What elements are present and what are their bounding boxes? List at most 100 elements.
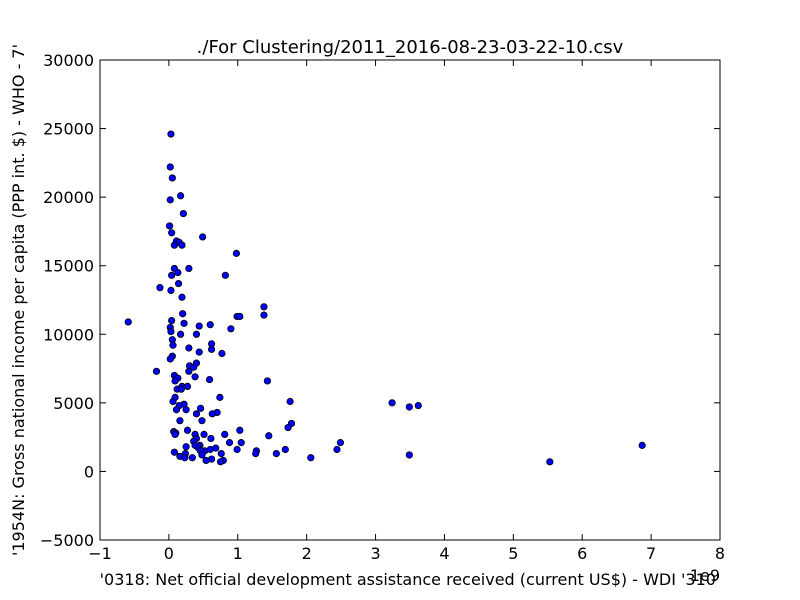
data-point	[227, 325, 235, 333]
x-tick-label: −1	[88, 544, 112, 563]
data-point	[177, 385, 185, 393]
data-point	[185, 344, 193, 352]
data-point	[188, 454, 196, 462]
data-point	[174, 268, 182, 277]
data-point	[192, 330, 201, 338]
data-point	[179, 310, 187, 318]
plot-frame	[99, 59, 721, 541]
data-point	[190, 363, 198, 371]
y-tick-label: 30000	[43, 51, 94, 70]
data-point	[252, 449, 260, 458]
data-point	[217, 449, 225, 458]
data-point	[237, 439, 245, 447]
data-point	[172, 406, 181, 414]
data-point	[236, 426, 244, 434]
data-point	[170, 448, 178, 456]
y-tick-label: 20000	[43, 188, 94, 207]
data-point	[414, 401, 422, 410]
data-point	[221, 430, 229, 438]
data-point	[183, 426, 192, 434]
x-axis-ticks: −1 0 1 2 3 4 5 6 7 8	[88, 60, 725, 563]
data-point	[167, 130, 175, 138]
data-point	[185, 264, 193, 273]
data-point	[202, 456, 210, 465]
x-axis-label: '0318: Net official development assistan…	[100, 570, 721, 589]
data-point	[167, 327, 175, 336]
data-point	[168, 229, 176, 237]
x-tick-label: 0	[164, 544, 174, 563]
x-tick-label: 4	[439, 544, 449, 563]
data-point	[196, 404, 205, 412]
data-point	[178, 241, 186, 249]
data-point	[206, 321, 214, 329]
data-point	[236, 312, 244, 321]
data-point	[405, 403, 413, 411]
data-point	[170, 241, 178, 249]
data-point	[192, 410, 201, 418]
data-point	[199, 233, 207, 241]
data-point	[284, 423, 292, 432]
data-point	[171, 430, 179, 438]
x-tick-label: 5	[508, 544, 518, 563]
data-point	[168, 271, 176, 279]
data-point	[156, 284, 164, 292]
data-point	[638, 441, 646, 449]
y-tick-label: 25000	[43, 120, 94, 139]
y-tick-label: −5000	[40, 531, 94, 550]
x-tick-label: 7	[646, 544, 656, 563]
data-point	[200, 430, 208, 438]
x-tick-label: 6	[577, 544, 587, 563]
data-point	[233, 445, 241, 454]
data-point	[178, 293, 186, 301]
y-tick-label: 10000	[43, 325, 94, 344]
data-point	[405, 451, 413, 459]
data-point	[216, 393, 224, 401]
data-point	[169, 341, 177, 349]
data-point	[171, 377, 179, 385]
data-point	[225, 439, 234, 447]
data-point	[263, 377, 271, 385]
data-point	[281, 445, 289, 454]
data-point	[177, 330, 185, 338]
data-point	[181, 454, 189, 462]
data-point	[152, 367, 161, 375]
data-point	[166, 196, 174, 204]
data-point	[179, 210, 187, 218]
data-point	[191, 373, 199, 381]
y-tick-label: 15000	[43, 257, 94, 276]
data-point	[216, 458, 225, 466]
data-point	[260, 311, 268, 319]
data-point	[124, 318, 132, 326]
data-point	[166, 355, 174, 363]
data-point	[177, 192, 185, 200]
data-point	[198, 451, 206, 459]
x-tick-label: 3	[370, 544, 380, 563]
data-point	[198, 417, 206, 425]
data-point	[260, 303, 268, 311]
data-point	[207, 434, 215, 443]
data-point	[166, 163, 174, 171]
data-point	[168, 174, 176, 182]
data-point	[232, 249, 240, 257]
data-point	[182, 443, 190, 451]
data-point	[272, 449, 280, 458]
data-point	[174, 279, 183, 288]
data-point	[167, 286, 175, 294]
data-point	[169, 397, 177, 406]
data-point	[221, 271, 229, 279]
y-tick-label: 5000	[53, 394, 94, 413]
data-point	[307, 454, 315, 462]
data-point	[165, 222, 174, 230]
data-point	[333, 445, 341, 454]
data-point	[208, 410, 216, 418]
data-point	[388, 399, 396, 407]
y-tick-label: 0	[84, 462, 94, 481]
data-point	[336, 439, 345, 447]
data-point	[195, 322, 203, 330]
data-points	[124, 130, 646, 466]
x-tick-label: 2	[302, 544, 312, 563]
data-point	[176, 417, 184, 425]
data-point	[205, 375, 214, 384]
data-point	[208, 345, 216, 353]
